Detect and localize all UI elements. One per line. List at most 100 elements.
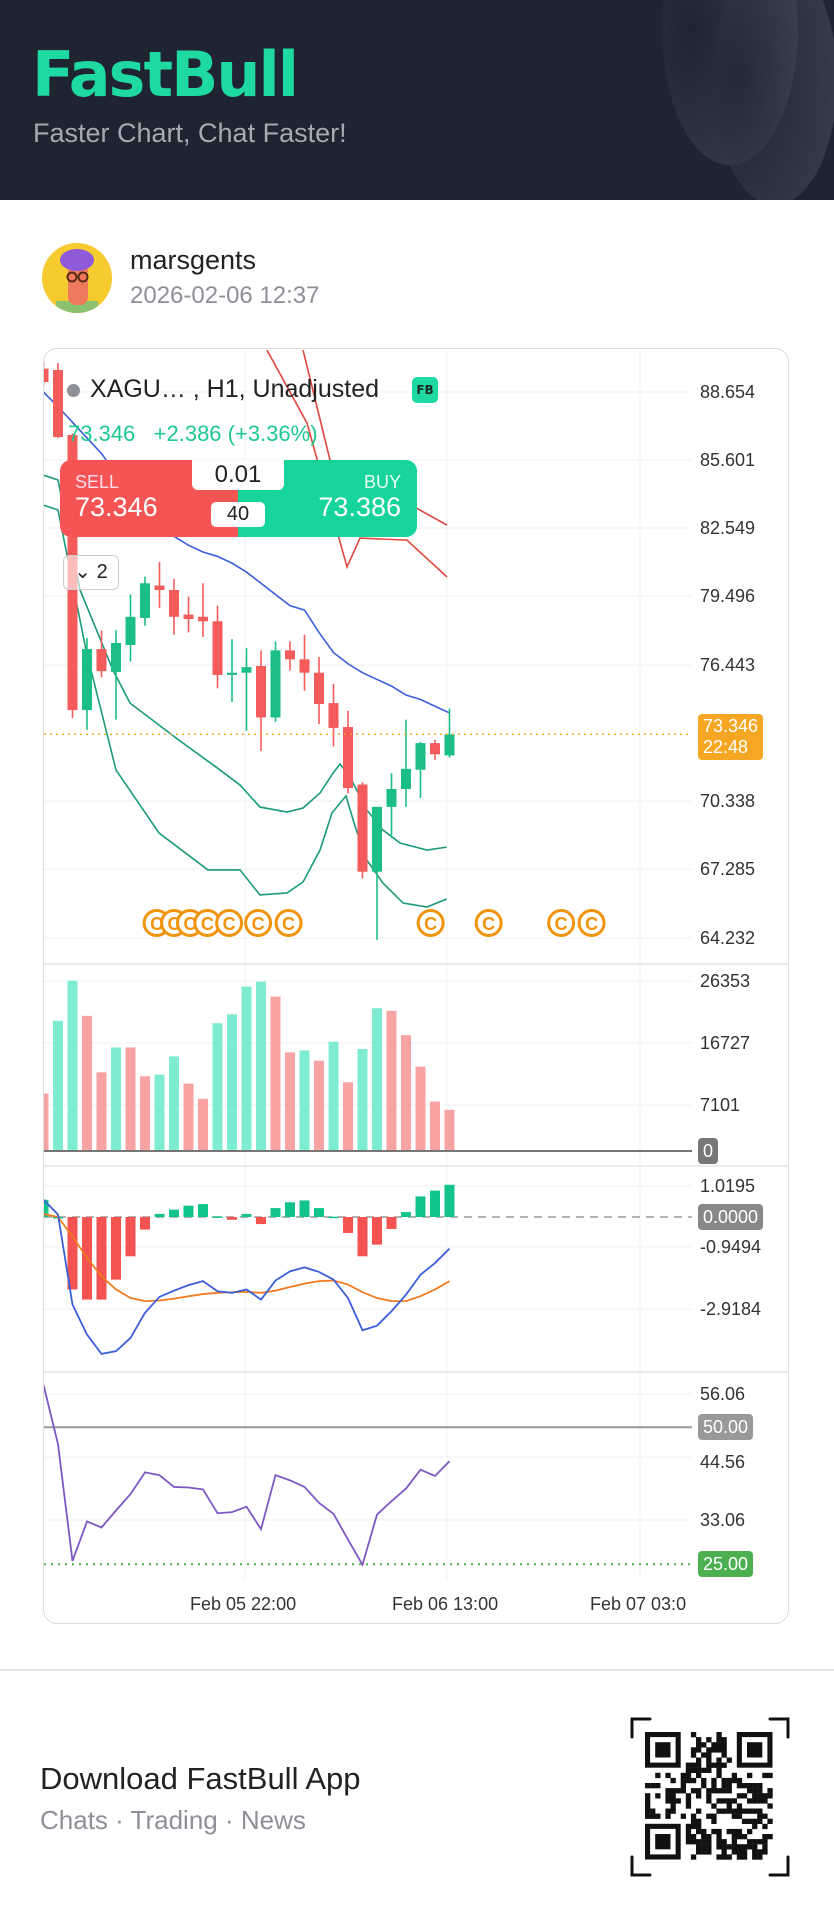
- qr-module: [716, 1834, 722, 1840]
- event-marker-icon: C: [577, 909, 606, 937]
- macd-histogram-bar: [328, 1216, 339, 1219]
- volume-axis-label: 7101: [700, 1095, 741, 1115]
- qr-module: [747, 1788, 753, 1794]
- candle-body: [328, 703, 339, 728]
- candle-body: [183, 614, 194, 620]
- qr-module: [721, 1808, 727, 1814]
- qr-module: [741, 1834, 748, 1840]
- qr-module: [685, 1828, 692, 1835]
- avatar[interactable]: [42, 243, 112, 313]
- volume-bar: [67, 980, 78, 1151]
- sell-button[interactable]: SELL 73.346: [60, 460, 238, 537]
- qr-module: [716, 1737, 722, 1743]
- qr-module: [736, 1808, 743, 1814]
- download-title[interactable]: Download FastBull App: [40, 1761, 361, 1796]
- event-letter: C: [252, 914, 265, 934]
- qr-module: [655, 1772, 661, 1779]
- qr-module: [645, 1783, 651, 1789]
- volume-bar: [227, 1014, 237, 1151]
- qr-module: [747, 1798, 753, 1804]
- qr-module: [716, 1854, 722, 1860]
- tagline: Faster Chart, Chat Faster!: [33, 118, 347, 148]
- candle-body: [44, 368, 49, 383]
- qr-module: [655, 1783, 661, 1789]
- volume-bar: [169, 1056, 179, 1151]
- qr-module: [762, 1844, 768, 1850]
- price-axis-label: 64.232: [700, 928, 756, 948]
- price-axis-label: 82.549: [700, 518, 756, 538]
- qr-module: [767, 1772, 773, 1779]
- qr-module: [696, 1839, 702, 1845]
- candle-body: [343, 727, 353, 789]
- event-letter: C: [150, 914, 163, 934]
- qr-module: [701, 1849, 707, 1855]
- macd-histogram-bar: [198, 1204, 208, 1217]
- qr-module: [701, 1834, 707, 1840]
- rsi-axis-label: 33.06: [700, 1510, 746, 1530]
- qr-module: [685, 1803, 692, 1809]
- qr-module: [690, 1777, 697, 1784]
- qr-module: [706, 1798, 712, 1804]
- qr-module: [706, 1762, 712, 1768]
- qr-module: [736, 1828, 743, 1835]
- volume-bar: [44, 1093, 49, 1151]
- volume-bar: [212, 1023, 223, 1151]
- event-circle: [244, 909, 273, 937]
- qr-module: [741, 1818, 748, 1824]
- qr-module: [670, 1777, 676, 1784]
- qr-module: [726, 1777, 732, 1784]
- qr-finder: [655, 1834, 671, 1850]
- qr-module: [696, 1849, 702, 1855]
- volume-bar: [430, 1101, 440, 1151]
- volume-bar: [154, 1074, 165, 1151]
- qr-module: [655, 1793, 661, 1799]
- lot-size-input[interactable]: 0.01: [192, 460, 284, 490]
- price-axis-label: 88.654: [700, 382, 756, 402]
- last-price-badge: 73.346 22:48: [698, 714, 764, 760]
- qr-module: [752, 1823, 758, 1830]
- volume-bar: [241, 986, 252, 1151]
- qr-module: [711, 1777, 717, 1784]
- qr-module: [726, 1783, 732, 1789]
- volume-bar: [372, 1008, 382, 1151]
- macd-histogram-bar: [169, 1209, 179, 1217]
- macd-histogram-bar: [241, 1213, 252, 1217]
- candle-body: [140, 583, 150, 618]
- qr-module: [757, 1854, 763, 1860]
- qr-module: [716, 1757, 722, 1763]
- qr-module: [675, 1798, 681, 1804]
- qr-module: [741, 1854, 748, 1860]
- symbol-title[interactable]: XAGU… , H1, Unadjusted: [90, 375, 380, 403]
- candle-body: [241, 667, 252, 673]
- volume-axis-label: 26353: [700, 971, 751, 991]
- candle-body: [53, 369, 63, 438]
- qr-module: [670, 1798, 676, 1804]
- qr-module: [696, 1742, 702, 1748]
- qr-module: [736, 1783, 743, 1789]
- chart-card: [43, 348, 789, 1624]
- qr-module: [685, 1777, 692, 1784]
- qr-module: [762, 1823, 768, 1830]
- qr-module: [736, 1844, 743, 1850]
- qr-module: [645, 1803, 651, 1809]
- qr-module: [680, 1783, 686, 1789]
- trade-widget: SELL 73.346 BUY 73.386 0.01 40: [60, 460, 417, 537]
- collapse-indicators-button[interactable]: ⌄ 2: [63, 555, 119, 590]
- volume-bar: [343, 1082, 353, 1151]
- qr-module: [741, 1783, 748, 1789]
- qr-module: [731, 1798, 737, 1804]
- volume-bar: [444, 1109, 455, 1151]
- username[interactable]: marsgents: [130, 245, 257, 275]
- volume-bar: [82, 1015, 92, 1151]
- candle-body: [430, 743, 440, 755]
- qr-code[interactable]: [625, 1712, 795, 1882]
- band-lower-green-line: [44, 504, 447, 908]
- qr-module: [680, 1777, 686, 1784]
- qr-module: [721, 1783, 727, 1789]
- qr-module: [716, 1839, 722, 1845]
- qr-module: [665, 1793, 671, 1799]
- qr-module: [706, 1747, 712, 1753]
- qr-module: [685, 1834, 692, 1840]
- macd-histogram-bar: [415, 1196, 426, 1217]
